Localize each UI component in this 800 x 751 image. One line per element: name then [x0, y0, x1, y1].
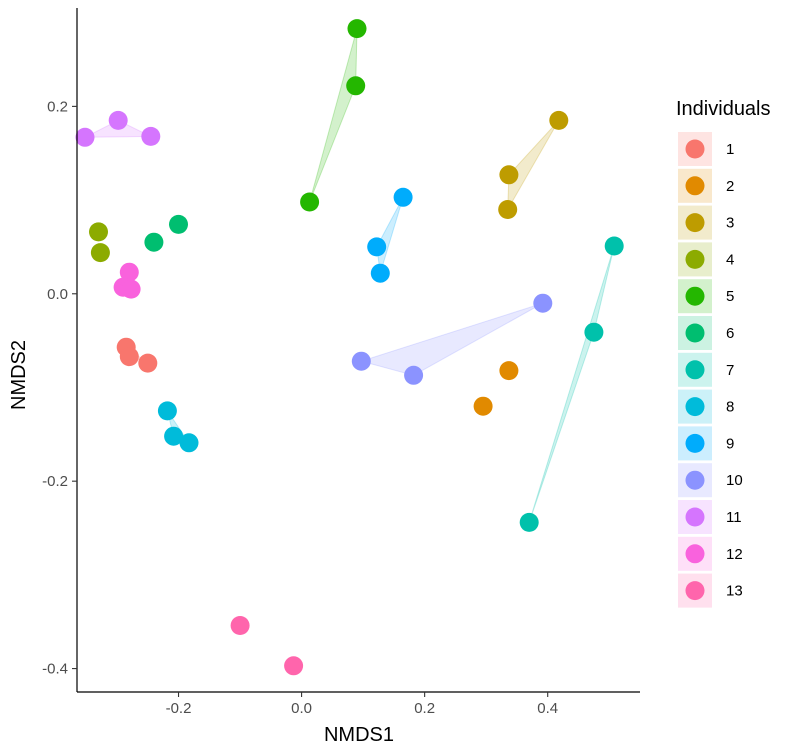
hull-individual-5 — [309, 28, 358, 203]
legend-label: 13 — [726, 583, 743, 600]
point-individual-13 — [284, 656, 304, 676]
point-individual-13 — [230, 616, 250, 635]
y-axis-title: NMDS2 — [8, 340, 30, 410]
x-tick-label: 0.4 — [537, 700, 558, 717]
point-individual-7 — [519, 512, 539, 532]
point-individual-9 — [367, 237, 387, 257]
point-individual-4 — [89, 222, 108, 242]
legend-title: Individuals — [676, 98, 771, 120]
legend-key-point — [685, 507, 705, 527]
legend-label: 1 — [726, 141, 734, 158]
point-individual-10 — [351, 351, 371, 371]
point-individual-9 — [370, 263, 390, 283]
point-individual-8 — [164, 426, 184, 446]
legend-label: 10 — [726, 472, 743, 489]
point-individual-8 — [157, 401, 177, 421]
x-axis-ticks: -0.2 0.0 0.2 0.4 — [166, 692, 558, 717]
point-individual-10 — [404, 365, 424, 385]
point-individual-10 — [533, 293, 553, 313]
point-individual-5 — [300, 192, 320, 212]
point-layer — [75, 19, 624, 676]
point-individual-9 — [393, 187, 413, 207]
hull-individual-7 — [528, 245, 615, 523]
point-individual-2 — [499, 361, 519, 381]
x-axis-title: NMDS1 — [324, 724, 394, 746]
legend-key-point — [685, 581, 705, 601]
legend-label: 7 — [726, 362, 734, 379]
legend-label: 3 — [726, 215, 734, 232]
legend-label: 11 — [726, 509, 742, 526]
legend-label: 4 — [726, 251, 734, 268]
point-individual-8 — [179, 433, 199, 453]
point-individual-11 — [141, 126, 161, 146]
legend-key-point — [685, 470, 705, 490]
point-individual-6 — [169, 214, 188, 234]
point-individual-3 — [549, 110, 569, 130]
x-tick-label: 0.0 — [291, 700, 312, 717]
hull-layer — [84, 28, 615, 523]
x-tick-label: 0.2 — [414, 700, 435, 717]
legend-key-point — [685, 433, 705, 453]
legend-label: 2 — [726, 178, 734, 195]
point-individual-5 — [347, 19, 367, 39]
legend-key-point — [685, 360, 705, 380]
legend-label: 12 — [726, 546, 743, 563]
point-individual-12 — [119, 262, 139, 282]
point-individual-5 — [346, 76, 366, 96]
point-individual-4 — [90, 243, 110, 263]
legend-key-point — [685, 176, 705, 196]
y-axis-ticks: -0.4 -0.2 0.0 0.2 — [42, 98, 77, 678]
y-tick-label: 0.2 — [47, 98, 68, 115]
legend-key-point — [685, 286, 705, 306]
point-individual-7 — [584, 322, 604, 342]
point-individual-12 — [121, 279, 141, 299]
axes — [76, 8, 640, 693]
y-tick-label: -0.4 — [42, 661, 68, 678]
legend-key-point — [685, 213, 705, 233]
legend-label: 5 — [726, 288, 734, 305]
y-tick-label: 0.0 — [47, 286, 68, 303]
legend-key-point — [685, 397, 705, 417]
y-tick-label: -0.2 — [42, 473, 68, 490]
point-individual-11 — [108, 110, 128, 130]
point-individual-6 — [144, 232, 164, 252]
legend-label: 8 — [726, 399, 734, 416]
hull-individual-3 — [507, 120, 560, 210]
hull-individual-10 — [359, 302, 544, 376]
point-individual-11 — [75, 127, 95, 147]
point-individual-3 — [498, 200, 518, 219]
legend-key-point — [685, 249, 705, 269]
point-individual-1 — [119, 347, 139, 367]
point-individual-1 — [138, 353, 158, 373]
legend-label: 9 — [726, 435, 734, 452]
point-individual-3 — [499, 165, 519, 185]
hull-individual-9 — [376, 197, 404, 274]
point-individual-2 — [473, 396, 493, 416]
legend-key-point — [685, 323, 705, 343]
legend-label: 6 — [726, 325, 734, 342]
legend-key-point — [685, 139, 705, 159]
legend-key-point — [685, 544, 705, 564]
point-individual-7 — [604, 236, 624, 256]
x-tick-label: -0.2 — [166, 700, 192, 717]
